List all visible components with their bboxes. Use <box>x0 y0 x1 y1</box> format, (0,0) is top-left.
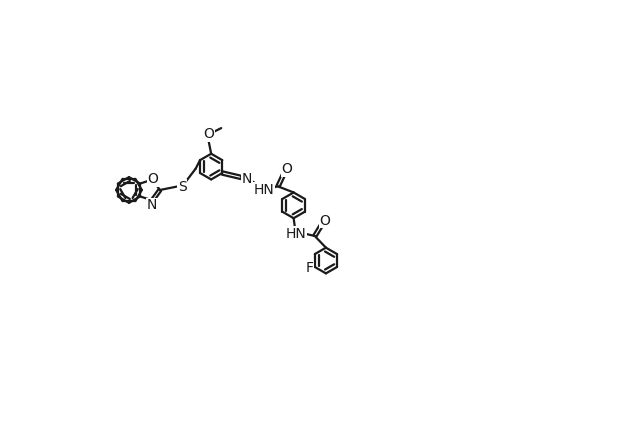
Text: O: O <box>319 214 331 228</box>
Text: N: N <box>241 172 252 186</box>
Text: HN: HN <box>285 227 306 241</box>
Text: N: N <box>147 199 157 212</box>
Text: O: O <box>203 127 214 142</box>
Text: F: F <box>305 261 313 275</box>
Text: HN: HN <box>253 183 274 197</box>
Text: O: O <box>147 172 158 186</box>
Text: O: O <box>282 162 293 176</box>
Text: S: S <box>178 180 186 194</box>
